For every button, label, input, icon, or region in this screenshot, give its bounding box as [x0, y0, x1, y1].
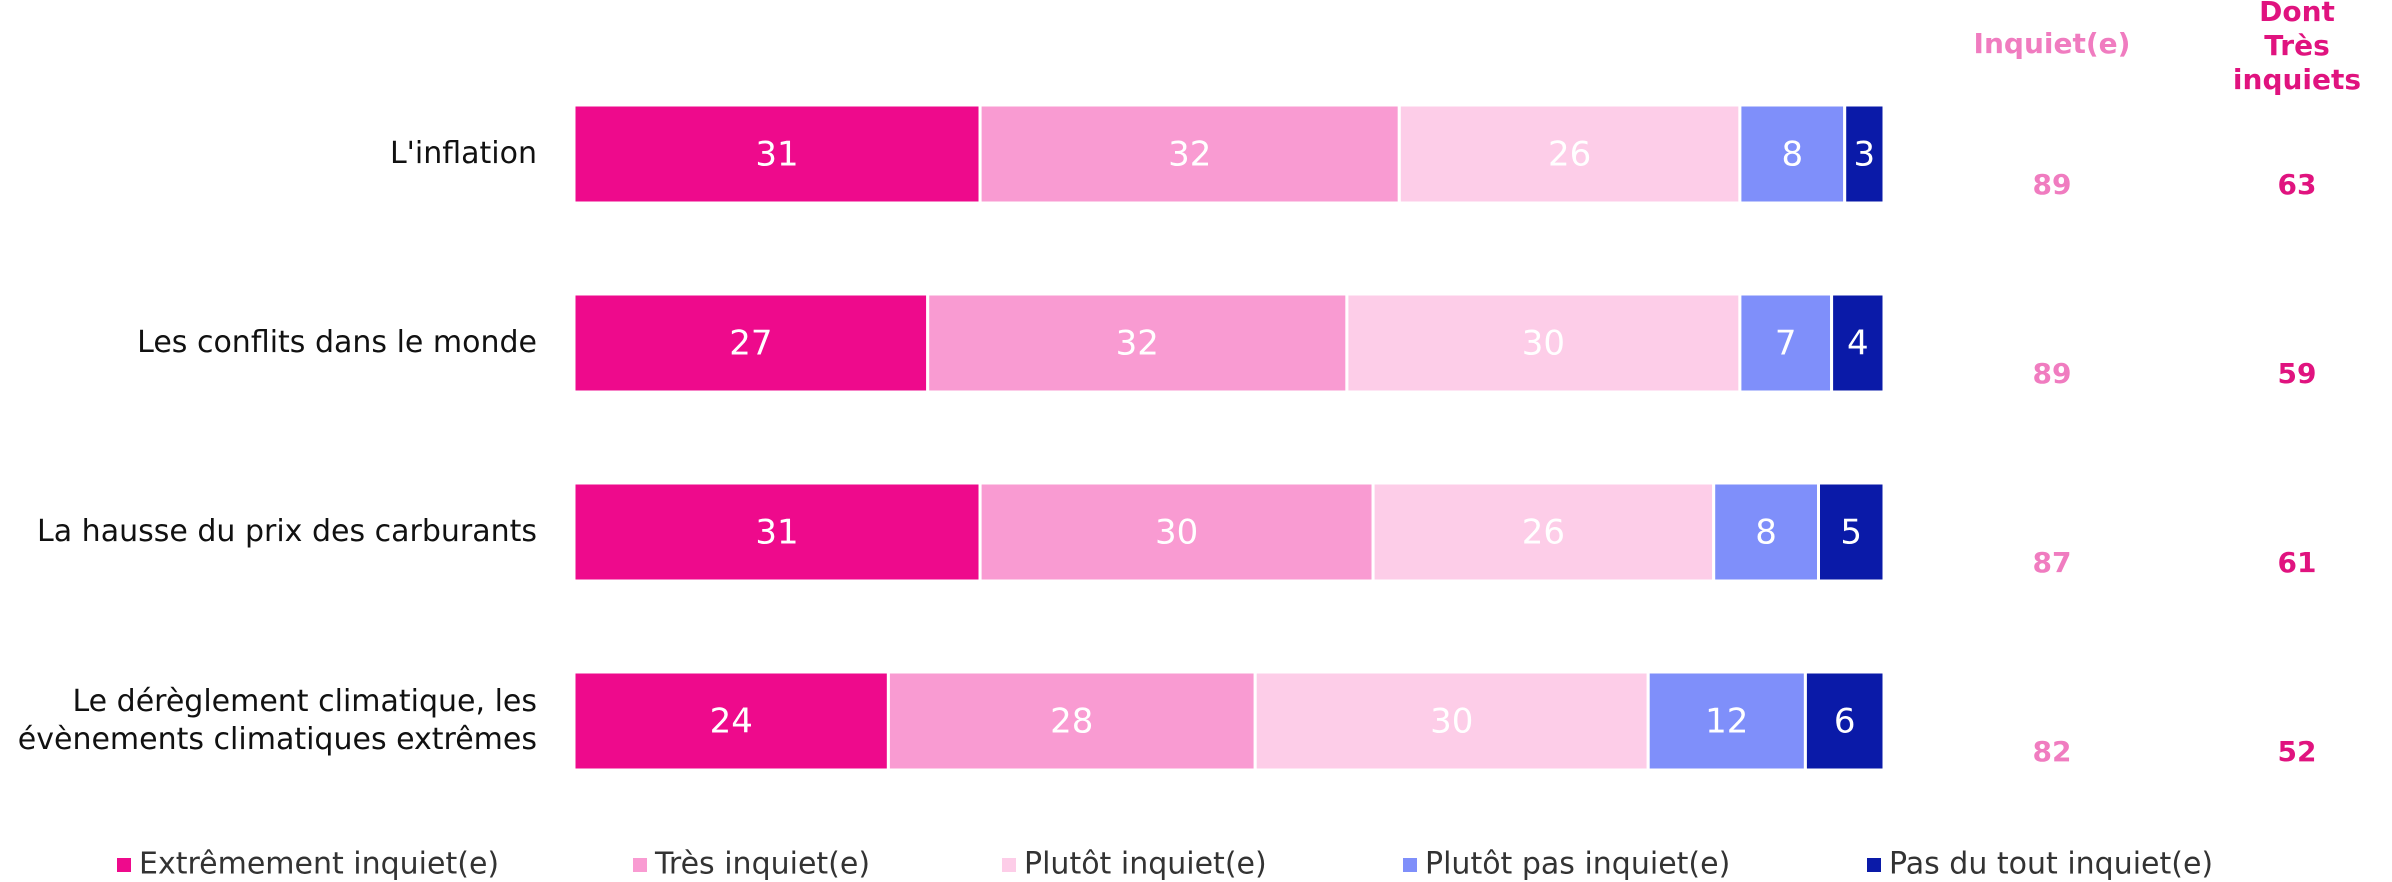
- legend-swatch: [1403, 858, 1417, 872]
- legend-label: Plutôt inquiet(e): [1024, 847, 1267, 882]
- bar-segment: [1345, 292, 1742, 394]
- bar-label: 8: [1781, 135, 1803, 175]
- category-label: Les conflits dans le monde: [137, 325, 537, 360]
- column-value: 89: [2033, 357, 2072, 390]
- bar-label: 28: [1050, 702, 1093, 742]
- bar-segment: [1803, 670, 1886, 772]
- bar-segment: [978, 103, 1401, 205]
- column-header: Dont Très inquiets: [2232, 0, 2362, 96]
- legend-label: Pas du tout inquiet(e): [1889, 847, 2213, 882]
- bar-label: 32: [1168, 135, 1211, 175]
- column-value: 82: [2033, 735, 2072, 768]
- bar-label: 26: [1522, 513, 1565, 553]
- bar-segment: [978, 481, 1375, 583]
- column-value: 59: [2278, 357, 2317, 390]
- column-value: 87: [2033, 546, 2072, 579]
- bar-label: 26: [1548, 135, 1591, 175]
- bar-segment: [1738, 103, 1847, 205]
- column-header: Inquiet(e): [1973, 27, 2131, 60]
- bar-label: 32: [1116, 324, 1159, 364]
- column-value: 89: [2033, 168, 2072, 201]
- category-label: La hausse du prix des carburants: [37, 514, 537, 549]
- bar-label: 3: [1854, 135, 1876, 175]
- bar-segment: [1843, 103, 1886, 205]
- legend-label: Plutôt pas inquiet(e): [1425, 847, 1730, 882]
- bar-segment: [1817, 481, 1886, 583]
- legend-label: Extrêmement inquiet(e): [139, 847, 499, 882]
- bar-label: 7: [1775, 324, 1797, 364]
- bar-segment: [1830, 292, 1886, 394]
- bar-label: 24: [710, 702, 753, 742]
- legend-swatch: [633, 858, 647, 872]
- bar-segment: [572, 103, 982, 205]
- column-value: 63: [2278, 168, 2317, 201]
- legend-label: Très inquiet(e): [654, 847, 870, 882]
- bar-label: 31: [755, 135, 798, 175]
- legend-swatch: [117, 858, 131, 872]
- bar-label: 5: [1840, 513, 1862, 553]
- bar-label: 27: [729, 324, 772, 364]
- bar-label: 30: [1430, 702, 1473, 742]
- bar-label: 12: [1705, 702, 1748, 742]
- category-label: Le dérèglement climatique, les évènement…: [17, 684, 537, 757]
- bar-label: 6: [1834, 702, 1856, 742]
- bar-label: 30: [1155, 513, 1198, 553]
- bar-segment: [572, 292, 930, 394]
- legend-swatch: [1867, 858, 1881, 872]
- bar-label: 31: [755, 513, 798, 553]
- bar-segment: [926, 292, 1349, 394]
- column-value: 61: [2278, 546, 2317, 579]
- bar-label: 30: [1522, 324, 1565, 364]
- legend-swatch: [1002, 858, 1016, 872]
- bar-segment: [886, 670, 1257, 772]
- bar-label: 8: [1755, 513, 1777, 553]
- bar-segment: [1253, 670, 1650, 772]
- bar-segment: [1712, 481, 1820, 583]
- column-value: 52: [2278, 735, 2317, 768]
- category-label: L'inflation: [389, 136, 537, 171]
- bar-label: 4: [1847, 324, 1869, 364]
- bar-segment: [1646, 670, 1807, 772]
